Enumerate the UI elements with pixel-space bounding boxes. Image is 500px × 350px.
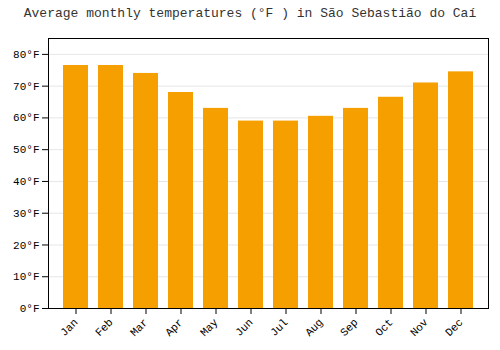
svg-text:Feb: Feb xyxy=(93,316,115,338)
svg-text:Jun: Jun xyxy=(233,316,255,338)
svg-text:Aug: Aug xyxy=(303,316,325,338)
svg-text:Apr: Apr xyxy=(163,316,185,338)
svg-text:50°F: 50°F xyxy=(13,144,39,156)
svg-text:Dec: Dec xyxy=(443,316,465,338)
svg-text:Mar: Mar xyxy=(128,316,150,338)
svg-text:80°F: 80°F xyxy=(13,49,39,61)
svg-text:10°F: 10°F xyxy=(13,271,39,283)
svg-text:0°F: 0°F xyxy=(20,303,40,315)
svg-text:Jan: Jan xyxy=(58,316,80,338)
svg-text:30°F: 30°F xyxy=(13,208,39,220)
svg-text:Nov: Nov xyxy=(408,316,431,339)
svg-text:May: May xyxy=(198,316,221,339)
html-text:Average monthly temperatures (: Average monthly temperatures (°F ) in Sã… xyxy=(23,6,477,21)
svg-text:70°F: 70°F xyxy=(13,81,39,93)
svg-text:20°F: 20°F xyxy=(13,239,39,251)
svg-text:Sep: Sep xyxy=(338,316,360,338)
svg-text:60°F: 60°F xyxy=(13,112,39,124)
svg-text:Jul: Jul xyxy=(268,316,290,338)
svg-text:40°F: 40°F xyxy=(13,176,39,188)
svg-text:Oct: Oct xyxy=(373,316,395,338)
